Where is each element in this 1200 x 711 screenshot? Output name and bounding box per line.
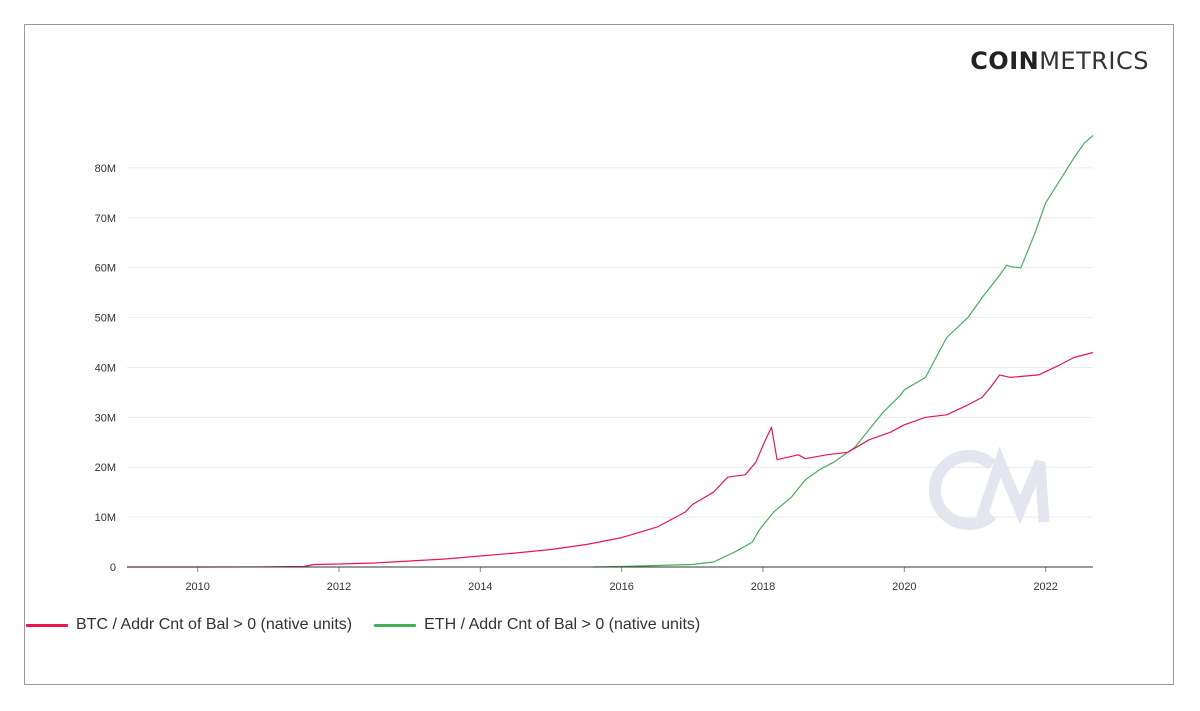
legend-item-btc[interactable]: BTC / Addr Cnt of Bal > 0 (native units) [26, 616, 352, 634]
y-tick-label: 60M [95, 263, 116, 275]
series-lines [127, 135, 1094, 568]
y-tick-label: 70M [95, 213, 116, 225]
coinmetrics-logo: COINMETRICS [970, 47, 1149, 75]
logo-metrics-text: METRICS [1039, 47, 1149, 75]
y-tick-label: 40M [95, 362, 116, 374]
y-tick-label: 0 [110, 562, 116, 574]
series-line-eth [593, 135, 1094, 568]
x-tick-label: 2010 [185, 581, 209, 593]
y-tick-label: 80M [95, 163, 116, 175]
x-tick-label: 2018 [751, 581, 775, 593]
legend-swatch-eth [374, 623, 417, 627]
cm-watermark-icon [929, 446, 1050, 530]
logo-coin-text: COIN [970, 47, 1040, 75]
legend-label-eth: ETH / Addr Cnt of Bal > 0 (native units) [424, 616, 701, 633]
legend-item-eth[interactable]: ETH / Addr Cnt of Bal > 0 (native units) [374, 616, 700, 634]
y-tick-label: 10M [95, 512, 116, 524]
legend-label-btc: BTC / Addr Cnt of Bal > 0 (native units) [76, 616, 353, 633]
x-tick-label: 2016 [609, 581, 633, 593]
legend-swatch-btc [26, 623, 68, 627]
y-tick-label: 30M [95, 412, 116, 424]
x-tick-label: 2012 [327, 581, 351, 593]
y-tick-label: 50M [95, 313, 116, 325]
series-line-btc [127, 351, 1094, 568]
legend: BTC / Addr Cnt of Bal > 0 (native units)… [26, 616, 700, 634]
chart-frame: COINMETRICS [24, 24, 1174, 685]
x-tick-label: 2020 [892, 581, 916, 593]
y-tick-label: 20M [95, 462, 116, 474]
x-tick-label: 2022 [1033, 581, 1057, 593]
x-axis: 2010 2012 2014 2016 2018 2020 2022 [185, 567, 1058, 593]
x-tick-label: 2014 [468, 581, 492, 593]
y-axis: 0 10M 20M 30M 40M 50M 60M 70M 80M [95, 163, 116, 574]
gridlines [127, 167, 1093, 518]
